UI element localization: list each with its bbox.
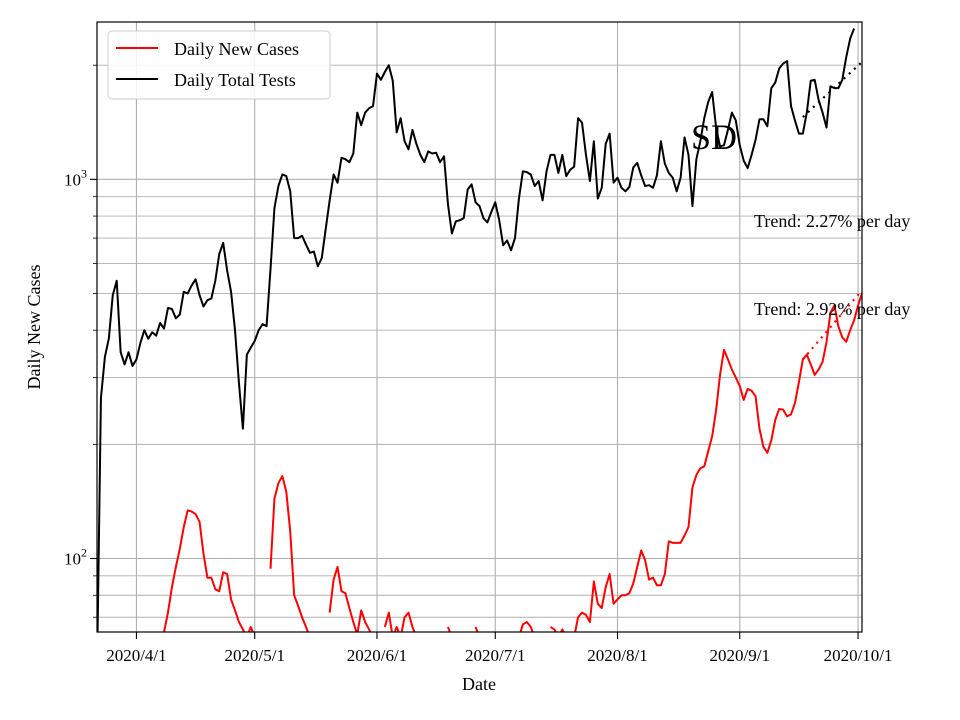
series-line <box>474 626 479 632</box>
series-line <box>802 289 862 361</box>
x-tick-label: 2020/9/1 <box>710 646 770 665</box>
series-lines <box>97 28 862 632</box>
y-tick-label: 102 <box>64 546 87 569</box>
series-daily-new-cases <box>163 290 862 632</box>
series-line <box>97 28 856 632</box>
series-line <box>447 626 451 632</box>
x-tick-label: 2020/4/1 <box>106 646 166 665</box>
x-axis-label: Date <box>462 674 496 694</box>
trend-label-tests: Trend: 2.27% per day <box>754 211 910 231</box>
legend-label-tests: Daily Total Tests <box>174 70 296 90</box>
series-line <box>269 475 310 632</box>
x-tick-label: 2020/7/1 <box>465 646 525 665</box>
legend-box <box>107 30 331 100</box>
x-tick-label: 2020/5/1 <box>225 646 285 665</box>
series-line <box>549 626 565 632</box>
series-line <box>519 621 534 632</box>
series-line <box>163 509 254 632</box>
series-daily-total-tests <box>97 28 856 632</box>
trend-label-cases: Trend: 2.92% per day <box>754 299 910 319</box>
plot-frame <box>96 21 863 633</box>
x-tick-label: 2020/10/1 <box>824 646 893 665</box>
chart-title: SD <box>691 117 737 157</box>
legend: Daily New Cases Daily Total Tests <box>107 30 331 100</box>
x-tick-label: 2020/6/1 <box>347 646 407 665</box>
series-line <box>328 565 372 632</box>
axis-ticks: 103 102 2020/4/1 2020/5/1 2020/6/1 2020/7/1 20… <box>64 64 893 665</box>
grid-lines <box>97 22 862 632</box>
x-tick-label: 2020/8/1 <box>587 646 647 665</box>
series-line <box>574 290 862 632</box>
series-line <box>383 611 416 632</box>
y-tick-label: 103 <box>64 166 87 189</box>
series-daily-new-cases-trend <box>802 289 862 361</box>
legend-label-cases: Daily New Cases <box>174 39 299 59</box>
y-axis-label: Daily New Cases <box>24 265 44 390</box>
